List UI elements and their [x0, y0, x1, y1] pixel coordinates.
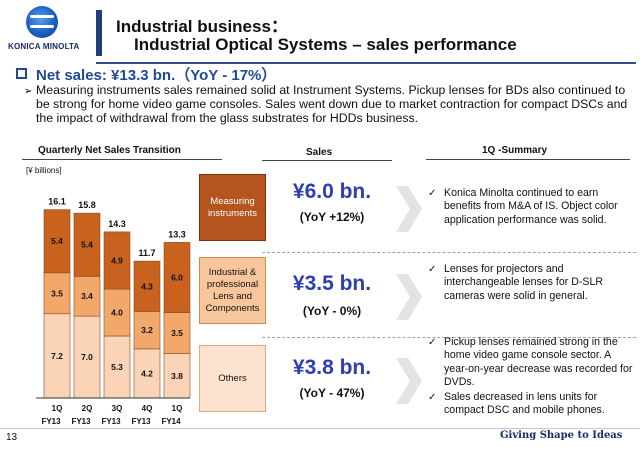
bar-segment — [133, 311, 161, 350]
sales-yoy-others: (YoY - 47%) — [299, 386, 365, 400]
bar-segment-label: 4.9 — [111, 256, 123, 266]
sales-value-measuring: ¥6.0 bn. — [292, 180, 372, 203]
bar-segment — [73, 212, 101, 277]
bar-segment-label: 3.4 — [81, 291, 93, 301]
summary-item-4: Sales decreased in lens units for compac… — [444, 391, 605, 417]
footer-divider — [0, 428, 640, 429]
bar-segment-label: 3.2 — [141, 325, 153, 335]
bar-segment-label: 4.0 — [111, 308, 123, 318]
bar-segment — [103, 288, 131, 337]
summary-header: 1Q -Summary — [482, 145, 548, 156]
chevron-right-icon — [396, 274, 422, 320]
bar-segment — [103, 231, 131, 290]
chart-header-rule — [22, 159, 222, 160]
check-icon: ✓ — [428, 392, 437, 403]
sales-header-rule — [262, 160, 392, 161]
headline: Net sales: ¥13.3 bn.（YoY - 17%） — [36, 67, 277, 84]
check-icon: ✓ — [428, 337, 437, 348]
bar-segment-label: 7.0 — [81, 352, 93, 362]
bar-total-label: 14.3 — [108, 219, 126, 229]
bar-total-label: 15.8 — [78, 200, 96, 210]
check-icon: ✓ — [428, 188, 437, 199]
bar-total-label: 13.3 — [168, 229, 186, 239]
bar-total-label: 16.1 — [48, 197, 66, 207]
page-number: 13 — [6, 432, 18, 443]
bar-segment — [163, 312, 191, 354]
category-industrial-lens: Industrial & professional Lens and Compo… — [199, 257, 266, 324]
bar-segment — [43, 272, 71, 315]
header-divider — [96, 62, 636, 64]
x-tick-label: 4Q — [142, 404, 153, 413]
x-tick-label: FY14 — [161, 417, 181, 426]
bar-segment-label: 3.8 — [171, 371, 183, 381]
bar-segment — [163, 353, 191, 399]
row-divider-1 — [262, 252, 636, 253]
bar-segment — [163, 242, 191, 313]
sales-value-industrial: ¥3.5 bn. — [292, 272, 372, 295]
page-title-line2: Industrial Optical Systems – sales perfo… — [134, 35, 517, 54]
x-tick-label: FY13 — [71, 417, 91, 426]
stacked-bar-chart: 7.2 3.5 5.4 16.1 1Q FY13 7.0 3.4 5.4 15.8 2Q FY13 5.… — [36, 197, 191, 426]
check-icon: ✓ — [428, 264, 437, 275]
logo-text: KONICA MINOLTA — [8, 42, 80, 51]
sales-header: Sales — [306, 147, 333, 158]
summary-item-1: Konica Minolta continued to earn benefit… — [444, 187, 618, 226]
bar-segment-label: 7.2 — [51, 351, 63, 361]
x-tick-label: FY13 — [131, 417, 151, 426]
bar-segment-label: 3.5 — [51, 288, 63, 298]
x-tick-label: FY13 — [101, 417, 121, 426]
summary-item-3: Pickup lenses remained strong in the hom… — [444, 336, 633, 389]
bar-segment — [43, 209, 71, 274]
title-accent-bar — [96, 10, 102, 56]
summary-item-2: Lenses for projectors and interchangeabl… — [444, 263, 603, 302]
bar-segment — [133, 348, 161, 399]
bar-segment-label: 4.2 — [141, 368, 153, 378]
chart-unit-label: [¥ billions] — [26, 166, 62, 175]
chart-header: Quarterly Net Sales Transition — [38, 145, 181, 156]
bar-segment-label: 3.5 — [171, 328, 183, 338]
bar-total-label: 11.7 — [138, 248, 155, 258]
page-title-line1: Industrial business： — [116, 17, 288, 36]
chevron-right-icon — [396, 186, 422, 232]
bar-segment-label: 4.3 — [141, 281, 153, 291]
footer-tagline: Giving Shape to Ideas — [500, 430, 623, 441]
bar-segment — [133, 260, 161, 312]
x-tick-label: 1Q — [52, 404, 63, 413]
category-others: Others — [199, 345, 266, 412]
summary-header-rule — [426, 159, 630, 160]
bar-segment-label: 6.0 — [171, 272, 183, 282]
bar-segment-label: 5.3 — [111, 362, 123, 372]
x-tick-label: 1Q — [172, 404, 183, 413]
summary-paragraph: Measuring instruments sales remained sol… — [36, 83, 628, 125]
chevron-right-icon — [396, 358, 422, 404]
globe-logo-icon — [26, 6, 58, 38]
arrow-bullet-icon: ➢ — [24, 86, 33, 97]
sales-yoy-measuring: (YoY +12%) — [299, 210, 365, 224]
sales-yoy-industrial: (YoY - 0%) — [302, 304, 362, 318]
bar-segment-label: 5.4 — [51, 236, 63, 246]
x-tick-label: FY13 — [41, 417, 61, 426]
sales-value-others: ¥3.8 bn. — [292, 356, 372, 379]
company-logo: KONICA MINOLTA — [8, 4, 79, 60]
x-tick-label: 2Q — [82, 404, 93, 413]
square-bullet-icon — [16, 68, 27, 79]
category-measuring-instruments: Measuring instruments — [199, 174, 266, 241]
x-tick-label: 3Q — [112, 404, 123, 413]
row-divider-2 — [262, 337, 636, 338]
bar-segment-label: 5.4 — [81, 240, 93, 250]
